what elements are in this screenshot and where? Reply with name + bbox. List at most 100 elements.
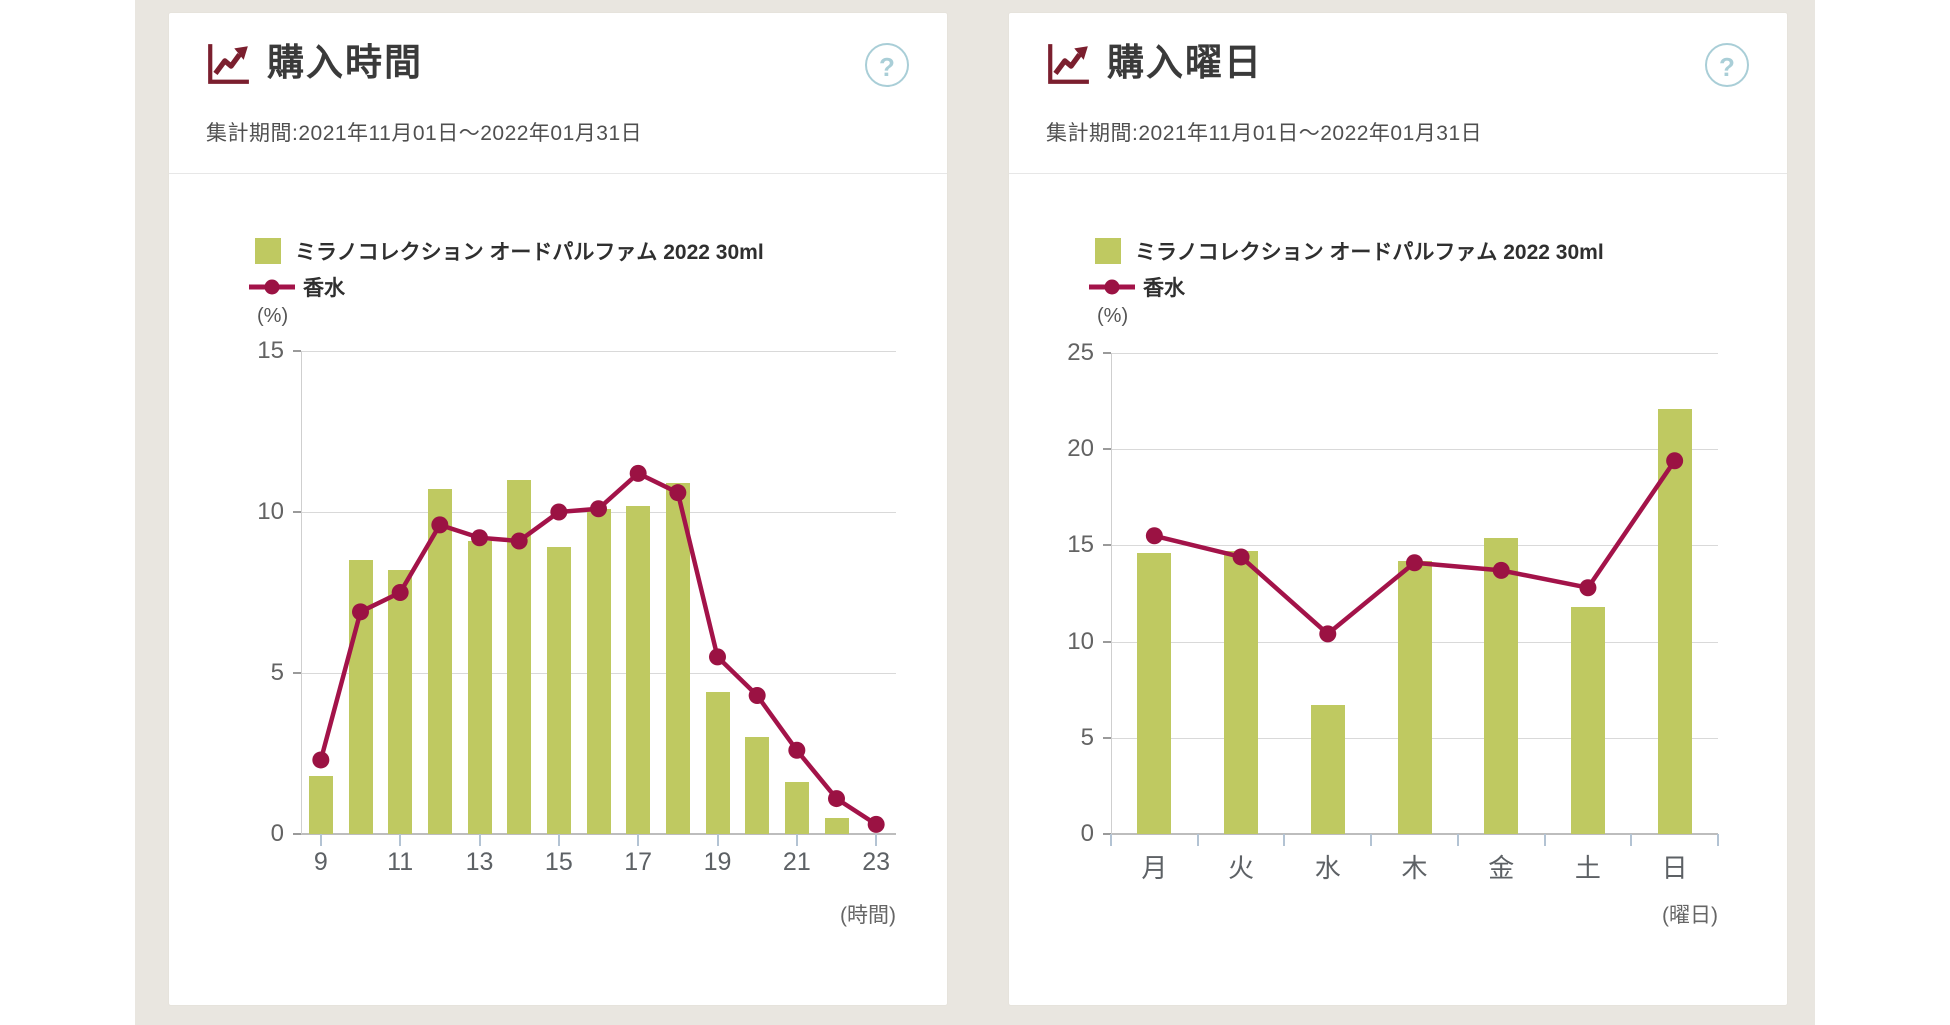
x-tick-mark (399, 834, 402, 846)
y-tick-mark (1103, 544, 1111, 547)
y-tick-mark (293, 511, 301, 513)
gridline-y-0 (1111, 833, 1718, 835)
y-axis-unit: (%) (1097, 305, 1129, 327)
x-tick-label-日: 日 (1661, 853, 1688, 883)
x-tick-mark (716, 834, 719, 846)
purchase-weekday-plot: 0 5 10 15 20 25 月 火 水 木 金 土 日 (1067, 339, 1719, 883)
y-tick-mark (1103, 736, 1111, 739)
legend-item-category: 香水 (249, 269, 764, 305)
line-point-11 (391, 584, 409, 601)
x-tick-mark (1110, 834, 1112, 846)
bar-土 (1570, 606, 1605, 834)
line-chart-icon (1045, 41, 1091, 87)
line-series (1145, 452, 1684, 643)
line-point-21 (788, 741, 806, 759)
x-tick-label-13: 13 (465, 848, 494, 876)
x-tick-mark (1543, 834, 1546, 846)
bar-木 (1397, 560, 1432, 834)
legend-label: 香水 (303, 277, 345, 300)
bar-swatch-icon (1095, 238, 1121, 264)
line-point-土 (1579, 579, 1597, 597)
x-tick-mark (319, 834, 322, 846)
line-point-月 (1145, 527, 1163, 545)
aggregation-period: 集計期間:2021年11月01日～2022年01月31日 (1046, 122, 1483, 145)
line-marker-icon (249, 278, 295, 296)
x-tick-mark (478, 834, 481, 846)
line-point-10 (352, 603, 369, 621)
y-tick-mark (293, 833, 301, 835)
line-point-17 (629, 464, 647, 482)
purchase-time-card: 購入時間 ? 集計期間:2021年11月01日～2022年01月31日 ミラノコ… (168, 12, 948, 1006)
bar-13 (467, 540, 492, 834)
line-point-18 (669, 484, 687, 502)
y-tick-mark (293, 672, 301, 674)
y-tick-label-5: 5 (1080, 723, 1094, 751)
x-tick-mark (875, 834, 878, 846)
bar-金 (1484, 537, 1519, 834)
x-tick-mark (795, 834, 798, 846)
help-icon[interactable]: ? (865, 43, 909, 87)
x-tick-label-15: 15 (544, 848, 573, 876)
y-tick-mark (1103, 833, 1111, 835)
line-chart-icon (205, 41, 251, 87)
y-tick-label-10: 10 (1067, 627, 1094, 655)
legend: ミラノコレクション オードパルファム 2022 30ml 香水 (1089, 233, 1604, 305)
legend-label: 香水 (1143, 277, 1185, 300)
legend-label: ミラノコレクション オードパルファム 2022 30ml (1135, 241, 1604, 264)
line-point-19 (709, 648, 726, 666)
bar-21 (784, 782, 809, 834)
y-tick-mark (293, 350, 301, 352)
x-tick-mark (557, 834, 560, 846)
line-point-金 (1492, 561, 1510, 579)
x-tick-mark (1456, 834, 1459, 846)
legend-item-product: ミラノコレクション オードパルファム 2022 30ml (1095, 233, 1604, 269)
x-tick-label-水: 水 (1314, 853, 1341, 883)
x-tick-label-17: 17 (624, 848, 653, 876)
y-axis-line (1111, 353, 1112, 834)
y-tick-label-0: 0 (1080, 820, 1094, 847)
bar-月 (1137, 553, 1172, 834)
line-point-水 (1319, 625, 1337, 643)
y-tick-label-20: 20 (1067, 435, 1094, 463)
x-tick-mark (1717, 834, 1719, 846)
line-point-12 (431, 516, 449, 534)
bar-11 (388, 569, 413, 834)
header-divider (1009, 173, 1787, 174)
y-tick-mark (1103, 448, 1111, 451)
page-title: 購入時間 (267, 42, 423, 83)
y-tick-label-15: 15 (257, 337, 284, 364)
x-tick-mark (1630, 834, 1633, 846)
x-tick-label-21: 21 (782, 848, 811, 876)
x-tick-label-9: 9 (313, 848, 328, 876)
purchase-weekday-card: 購入曜日 ? 集計期間:2021年11月01日～2022年01月31日 ミラノコ… (1008, 12, 1788, 1006)
bar-swatch-icon (255, 238, 281, 264)
header-divider (169, 173, 947, 174)
line-point-火 (1232, 548, 1250, 566)
y-tick-label-0: 0 (270, 820, 284, 847)
line-point-22 (828, 790, 845, 808)
line-point-日 (1666, 452, 1684, 470)
line-series (312, 464, 885, 833)
bar-16 (586, 508, 611, 834)
gridline-y-20 (1111, 449, 1718, 451)
y-tick-label-10: 10 (257, 498, 284, 525)
line-point-14 (510, 532, 528, 550)
x-tick-label-11: 11 (387, 848, 414, 876)
bar-9 (308, 776, 333, 834)
x-tick-label-23: 23 (862, 848, 891, 876)
gridline-y-25 (1111, 353, 1718, 354)
bar-水 (1310, 705, 1345, 834)
x-tick-label-木: 木 (1401, 853, 1428, 883)
y-tick-label-25: 25 (1067, 339, 1094, 366)
x-tick-mark (637, 834, 640, 846)
page-title: 購入曜日 (1107, 42, 1263, 83)
x-tick-mark (1196, 834, 1199, 846)
help-icon[interactable]: ? (1705, 43, 1749, 87)
bar-17 (626, 505, 651, 834)
legend-item-category: 香水 (1089, 269, 1604, 305)
line-point-20 (748, 687, 766, 705)
y-axis-line (301, 351, 302, 834)
y-axis-unit: (%) (257, 305, 289, 327)
bar-20 (745, 737, 770, 834)
x-axis-title: (時間) (840, 904, 896, 927)
